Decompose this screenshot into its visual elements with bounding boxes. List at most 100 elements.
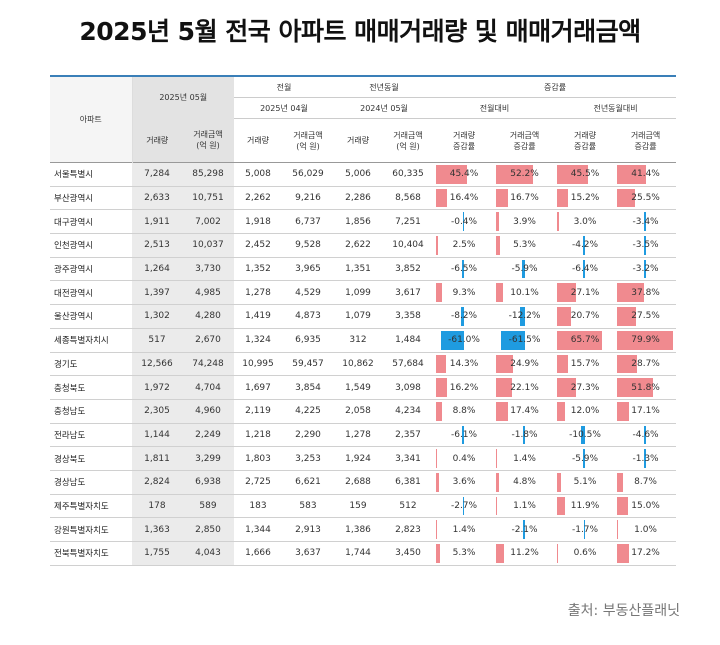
cell-a24-05: 8,568 bbox=[382, 186, 435, 211]
cell-v25-04: 1,218 bbox=[234, 423, 282, 448]
cell-v25-04: 1,278 bbox=[234, 280, 282, 306]
cell-v24-05: 2,286 bbox=[334, 186, 383, 211]
rate-bar-positive bbox=[557, 496, 566, 516]
cell-rate-mom-a: -2.1% bbox=[494, 517, 556, 542]
cell-rate-yoy-v: 45.5% bbox=[555, 162, 616, 187]
table-row: 전라남도 1,144 2,249 1,218 2,290 1,278 2,357 -6.1% -… bbox=[50, 423, 677, 448]
header-prev-month-group: 전월 bbox=[234, 76, 335, 98]
cell-v25-05: 1,302 bbox=[132, 304, 182, 329]
rate-bar-negative bbox=[519, 307, 525, 326]
rate-label: 15.2% bbox=[570, 193, 600, 204]
rate-label: 1.0% bbox=[634, 524, 657, 535]
cell-rate-yoy-v: -6.4% bbox=[555, 257, 616, 282]
cell-rate-mom-a: -61.5% bbox=[494, 328, 556, 353]
rate-bar-negative bbox=[523, 425, 525, 445]
cell-a24-05: 3,617 bbox=[382, 280, 435, 306]
rate-label: 16.2% bbox=[449, 382, 479, 393]
rate-bar-positive bbox=[436, 472, 439, 492]
cell-a25-04: 583 bbox=[282, 494, 335, 519]
rate-bar-positive bbox=[617, 283, 644, 303]
rate-bar-positive bbox=[557, 165, 589, 184]
cell-rate-yoy-v: -4.2% bbox=[555, 233, 616, 258]
cell-a24-05: 4,234 bbox=[382, 399, 435, 424]
rate-bar-positive bbox=[496, 544, 504, 563]
rate-bar-negative bbox=[644, 259, 646, 279]
cell-a25-05: 6,938 bbox=[182, 470, 234, 495]
rate-bar-positive bbox=[436, 236, 438, 255]
cell-rate-mom-v: -6.1% bbox=[434, 423, 495, 448]
cell-rate-mom-v: 5.3% bbox=[434, 541, 495, 566]
cell-a25-04: 9,216 bbox=[282, 186, 335, 211]
header-volume: 거래량 bbox=[346, 136, 370, 145]
rate-label: -3.4% bbox=[632, 216, 659, 227]
cell-rate-yoy-v: 5.1% bbox=[555, 470, 616, 495]
rate-label: 79.9% bbox=[631, 335, 660, 346]
cell-a24-05: 7,251 bbox=[382, 209, 435, 235]
rate-bar-positive bbox=[496, 472, 500, 492]
table-row: 부산광역시 2,633 10,751 2,262 9,216 2,286 8,568 16.4… bbox=[50, 186, 677, 211]
cell-a25-04: 3,854 bbox=[282, 375, 335, 400]
cell-rate-mom-a: 1.4% bbox=[494, 446, 556, 471]
table-row: 서울특별시 7,284 85,298 5,008 56,029 5,006 60,335 45… bbox=[50, 162, 677, 187]
cell-a25-04: 2,913 bbox=[282, 517, 335, 542]
cell-a25-05: 10,037 bbox=[182, 233, 234, 258]
cell-a25-04: 4,873 bbox=[282, 304, 335, 329]
cell-rate-yoy-a: 79.9% bbox=[615, 328, 677, 353]
region-name: 충청북도 bbox=[50, 375, 132, 400]
rate-bar-positive bbox=[617, 378, 654, 397]
rate-label: -5.9% bbox=[511, 264, 538, 275]
rate-label: -6.5% bbox=[450, 264, 478, 275]
source-note: 출처: 부동산플래닛 bbox=[567, 603, 680, 619]
cell-v25-05: 2,824 bbox=[132, 470, 182, 495]
header-amount: 거래금액 (억 원) bbox=[393, 130, 423, 151]
table-row: 전북특별자치도 1,755 4,043 1,666 3,637 1,744 3,450 5.3… bbox=[50, 541, 677, 566]
rate-bar-negative bbox=[441, 330, 465, 350]
cell-rate-yoy-a: 8.7% bbox=[615, 470, 677, 495]
cell-rate-mom-v: -8.2% bbox=[434, 304, 495, 329]
cell-v25-04: 2,452 bbox=[234, 233, 282, 258]
rate-label: -3.2% bbox=[632, 264, 659, 275]
cell-rate-mom-v: 3.6% bbox=[434, 470, 495, 495]
cell-rate-mom-a: 16.7% bbox=[494, 186, 556, 211]
rate-bar-positive bbox=[496, 449, 497, 468]
rate-bar-positive bbox=[436, 378, 448, 397]
rate-bar-negative bbox=[462, 212, 465, 232]
rate-label: 52.2% bbox=[510, 169, 539, 180]
region-name: 울산광역시 bbox=[50, 304, 132, 329]
rate-bar-positive bbox=[617, 520, 618, 539]
cell-rate-yoy-a: 27.5% bbox=[615, 304, 677, 329]
rate-label: -3.5% bbox=[632, 240, 659, 251]
cell-v25-04: 10,995 bbox=[234, 352, 282, 377]
rate-bar-positive bbox=[436, 165, 468, 184]
table-row: 울산광역시 1,302 4,280 1,419 4,873 1,079 3,358 -8.2%… bbox=[50, 304, 677, 329]
cell-v25-04: 1,666 bbox=[234, 541, 282, 566]
cell-v25-04: 2,262 bbox=[234, 186, 282, 211]
rate-label: 0.6% bbox=[573, 548, 597, 559]
cell-a24-05: 3,341 bbox=[382, 446, 435, 471]
region-name: 전라남도 bbox=[50, 423, 132, 448]
transaction-table: 아파트 2025년 05월 전월 전년동월 증감률 2025년 04월 2024… bbox=[50, 75, 677, 566]
cell-v25-04: 1,352 bbox=[234, 257, 282, 282]
header-amount: 거래금액 (억 원) bbox=[293, 130, 323, 151]
cell-v25-05: 12,566 bbox=[132, 352, 182, 377]
rate-label: 22.1% bbox=[510, 382, 539, 393]
rate-label: 3.0% bbox=[573, 216, 597, 227]
cell-v25-04: 1,419 bbox=[234, 304, 282, 329]
cell-rate-yoy-a: -1.3% bbox=[615, 446, 677, 471]
cell-rate-mom-v: -0.4% bbox=[434, 209, 495, 235]
table-row: 경상북도 1,811 3,299 1,803 3,253 1,924 3,341 0.4% 1.… bbox=[50, 446, 677, 471]
rate-label: 27.1% bbox=[570, 287, 600, 298]
region-name: 세종특별자치시 bbox=[50, 328, 132, 353]
rate-label: -4.2% bbox=[571, 240, 599, 251]
cell-a25-05: 4,280 bbox=[182, 304, 234, 329]
rate-bar-negative bbox=[523, 520, 525, 539]
rate-bar-positive bbox=[496, 188, 508, 208]
rate-bar-positive bbox=[617, 354, 638, 374]
rate-label: -4.6% bbox=[632, 429, 659, 440]
cell-rate-mom-v: 14.3% bbox=[434, 352, 495, 377]
cell-a25-05: 4,985 bbox=[182, 280, 234, 306]
cell-a25-04: 3,965 bbox=[282, 257, 335, 282]
cell-rate-mom-a: 22.1% bbox=[494, 375, 556, 400]
cell-v25-05: 178 bbox=[132, 494, 182, 519]
region-name: 경상북도 bbox=[50, 446, 132, 471]
